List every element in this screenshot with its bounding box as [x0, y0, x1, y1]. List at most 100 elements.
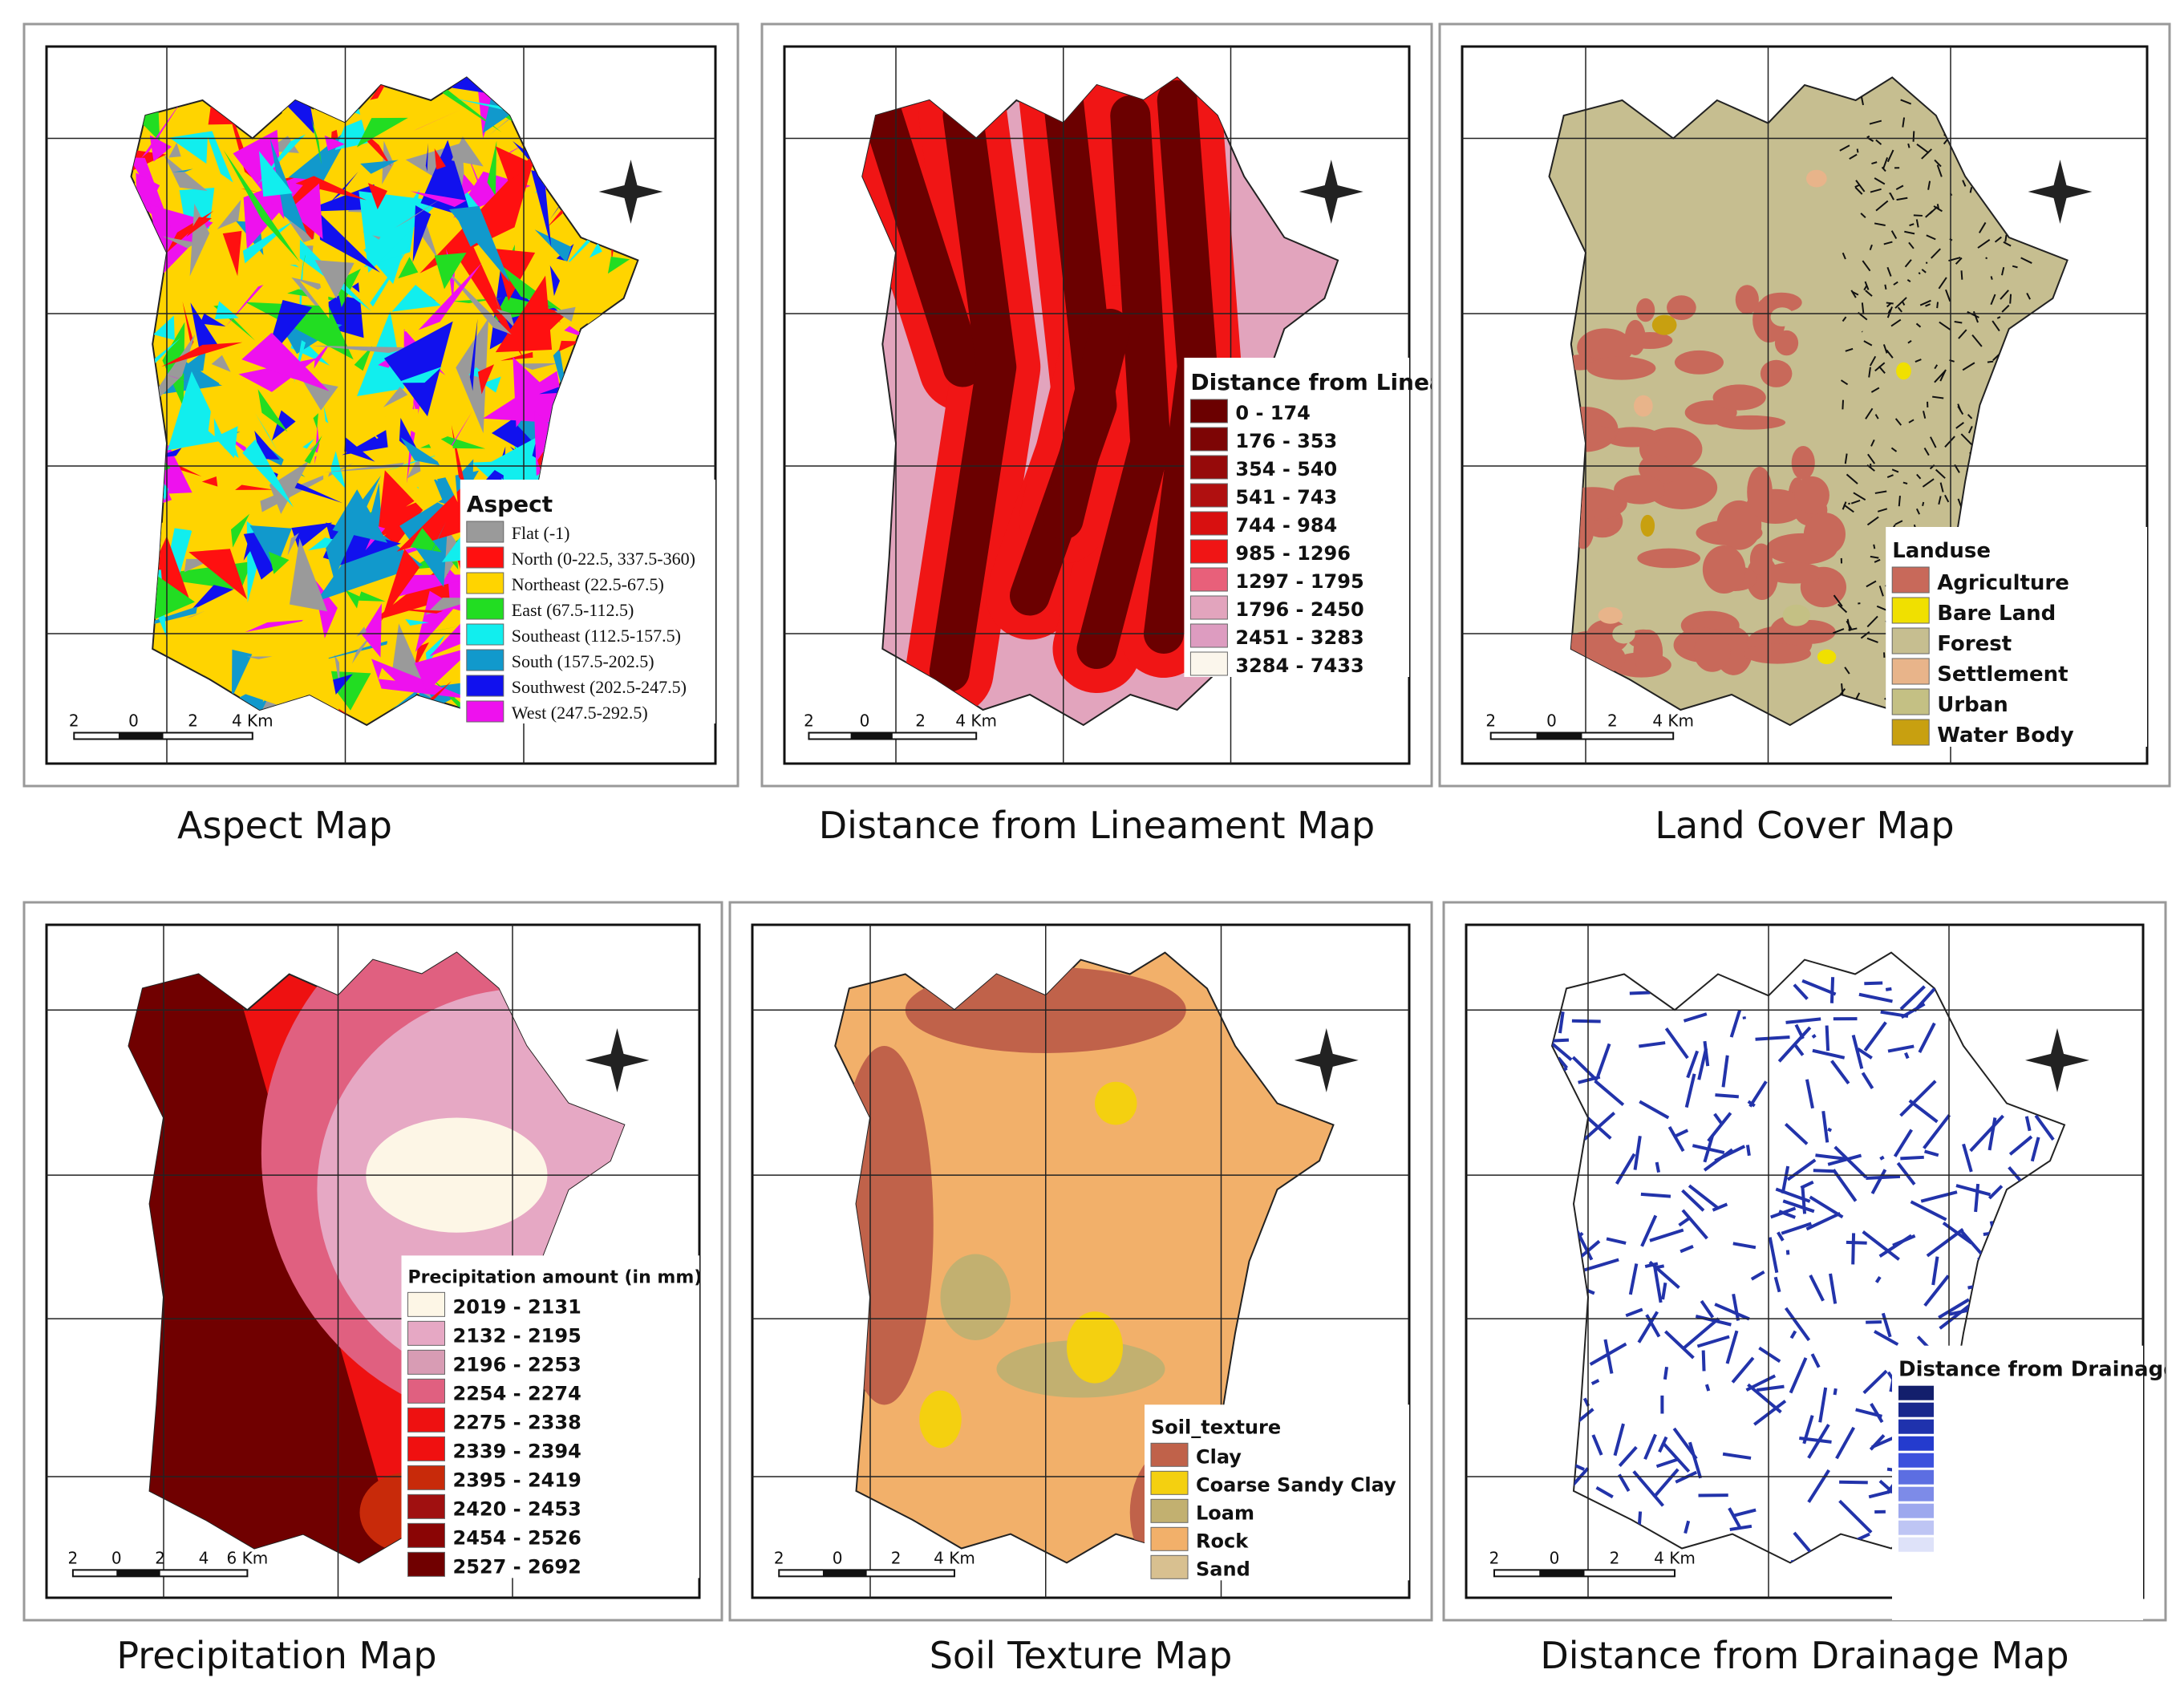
aspect-facet — [448, 411, 472, 451]
aspect-facet — [149, 338, 181, 370]
scale-bar — [1539, 1570, 1585, 1577]
landuse-patch — [1598, 219, 1619, 243]
urban-edge — [1840, 379, 1849, 386]
urban-edge — [1866, 637, 1878, 643]
aspect-facet — [186, 610, 205, 618]
urban-edge — [1936, 302, 1939, 309]
drainage-line — [1974, 1183, 1980, 1213]
legend-swatch — [1189, 399, 1228, 423]
drainage-line — [1770, 1206, 1797, 1219]
aspect-facet — [493, 291, 501, 314]
legend-label: 2254 - 2274 — [453, 1382, 581, 1404]
drainage-line — [1874, 1275, 1882, 1283]
drainage-line — [1863, 1021, 1887, 1052]
drainage-line — [1667, 1126, 1685, 1153]
aspect-facet — [271, 410, 296, 441]
landuse-patch — [1774, 330, 1799, 356]
aspect-facet — [316, 524, 423, 602]
drainage-line — [1896, 1161, 1916, 1185]
legend-title: Landuse — [1892, 539, 1991, 563]
north-arrow — [1294, 1027, 1359, 1092]
drainage-line — [1552, 1038, 1570, 1044]
urban-edge — [1913, 214, 1923, 217]
urban-edge — [1853, 492, 1866, 501]
scale-label: 2 — [1485, 711, 1496, 731]
urban-edge — [1955, 257, 1963, 265]
urban-edge — [1869, 120, 1882, 125]
drainage-line — [1606, 1237, 1627, 1245]
aspect-facet — [299, 280, 330, 319]
aspect-facet — [328, 600, 350, 634]
legend-swatch — [407, 1493, 445, 1519]
drainage-line — [1625, 1307, 1643, 1318]
aspect-facet — [163, 374, 191, 383]
drainage-line — [1583, 1112, 1616, 1141]
aspect-facet — [311, 345, 411, 353]
urban-edge — [1865, 407, 1874, 419]
aspect-facet — [208, 394, 215, 436]
urban-edge — [1915, 359, 1922, 363]
legend-label: Clay — [1196, 1445, 1242, 1468]
urban-edge — [1915, 219, 1919, 228]
urban-edge — [1944, 436, 1955, 448]
drainage-line — [1628, 1263, 1639, 1295]
legend-swatch — [407, 1522, 445, 1548]
drainage-line — [1969, 1114, 2004, 1153]
scale-label: 2 — [804, 711, 814, 731]
urban-edge — [1916, 473, 1922, 480]
urban-edge — [1909, 223, 1915, 227]
legend-label: Loam — [1196, 1501, 1254, 1524]
scale-label: 4 Km — [934, 1548, 975, 1567]
legend-swatch — [1189, 567, 1228, 592]
legend-swatch — [1898, 1385, 1934, 1400]
landuse-patch — [1637, 548, 1701, 569]
aspect-facet — [301, 254, 306, 278]
drainage-line — [1714, 1145, 1746, 1163]
aspect-facet — [182, 301, 194, 347]
drainage-line — [1700, 1299, 1715, 1319]
aspect-facet — [420, 427, 458, 503]
aspect-facet — [334, 98, 368, 150]
aspect-facet — [141, 99, 184, 159]
legend-swatch — [407, 1291, 445, 1317]
drainage-line — [1745, 1145, 1751, 1157]
drainage-line — [1924, 1149, 1939, 1157]
aspect-facet — [326, 475, 381, 579]
drainage-line — [1688, 1184, 1720, 1210]
map-panel: 2 0 2 4 Km Soil_texture Clay Coarse Sandy Clay… — [728, 901, 1433, 1677]
drainage-line — [1839, 1480, 1868, 1485]
legend-swatch — [1189, 455, 1228, 480]
legend-label: 2527 - 2692 — [453, 1555, 581, 1578]
legend-swatch — [1898, 1419, 1934, 1434]
urban-edge — [1960, 270, 1963, 280]
aspect-facet — [425, 143, 429, 172]
legend-label: 3284 - 7433 — [1235, 654, 1363, 677]
legend-box — [401, 1255, 699, 1578]
urban-edge — [1904, 259, 1912, 268]
urban-edge — [1990, 294, 1996, 306]
urban-edge — [2012, 265, 2018, 269]
urban-edge — [1994, 236, 2002, 243]
drainage-line — [1722, 1452, 1752, 1460]
legend-label: Urban — [1937, 693, 2008, 717]
scale-label: 0 — [833, 1548, 843, 1567]
drainage-line — [1591, 1434, 1603, 1456]
drainage-line — [1768, 1237, 1779, 1274]
drainage-line — [1729, 1524, 1752, 1531]
map-neatline — [1461, 45, 2149, 765]
drainage-line — [1629, 991, 1651, 995]
landuse-patch — [1770, 307, 1794, 326]
urban-edge — [1916, 143, 1930, 154]
legend-swatch — [1898, 1453, 1934, 1468]
urban-edge — [1926, 234, 1936, 241]
aspect-facet — [290, 265, 299, 268]
urban-edge — [1895, 184, 1904, 190]
urban-edge — [1978, 221, 1987, 233]
scale-label: 0 — [1546, 711, 1557, 731]
legend-label: 0 - 174 — [1235, 402, 1310, 424]
legend-label: Sand — [1196, 1558, 1250, 1580]
scale-label: 0 — [1550, 1548, 1560, 1567]
drainage-line — [1707, 1112, 1732, 1142]
landuse-patch — [1598, 606, 1623, 624]
drainage-line — [1793, 1044, 1805, 1056]
